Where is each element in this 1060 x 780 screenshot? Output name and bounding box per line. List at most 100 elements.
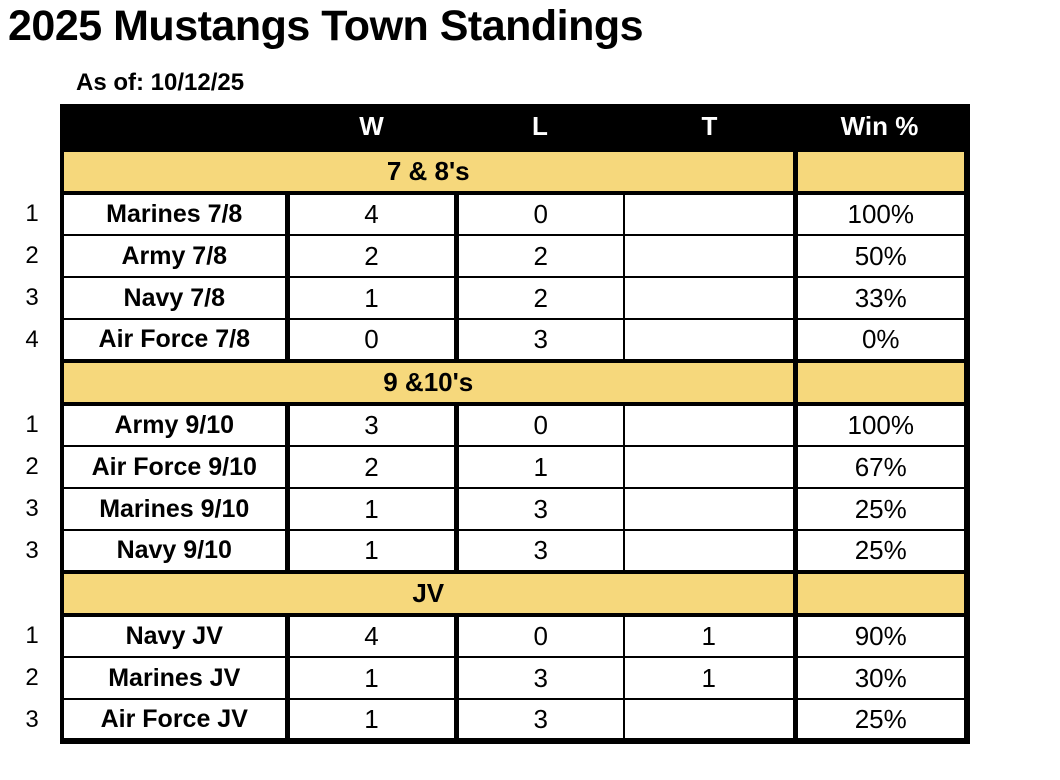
winpct-cell: 67%	[795, 445, 970, 489]
ties-cell	[624, 276, 798, 320]
losses-cell: 3	[456, 529, 625, 573]
losses-cell: 2	[456, 276, 625, 320]
wins-cell: 2	[287, 445, 459, 489]
rank-header-cell	[4, 104, 62, 150]
team-name-cell: Air Force 9/10	[60, 445, 290, 489]
ties-cell	[624, 487, 798, 531]
losses-cell: 0	[456, 614, 625, 658]
header-row: W L T Win %	[4, 104, 970, 152]
team-row: 3 Navy 9/10 1 3 25%	[4, 529, 970, 573]
winpct-cell: 33%	[795, 276, 970, 320]
rank-cell: 4	[4, 319, 62, 361]
team-name-cell: Marines 7/8	[60, 192, 290, 236]
losses-cell: 2	[456, 234, 625, 278]
standings-rows: 7 & 8's 1 Marines 7/8 4 0 100% 2 Army 7/8 2 2 50% 3…	[4, 148, 970, 744]
team-row: 2 Army 7/8 2 2 50%	[4, 234, 970, 278]
losses-cell: 1	[456, 445, 625, 489]
team-name-cell: Navy 9/10	[60, 529, 290, 573]
wins-cell: 1	[287, 698, 459, 744]
as-of-date: As of: 10/12/25	[76, 69, 245, 96]
winpct-cell: 50%	[795, 234, 970, 278]
team-row: 3 Navy 7/8 1 2 33%	[4, 276, 970, 320]
col-header-ties: T	[624, 104, 795, 152]
wins-cell: 3	[287, 403, 459, 447]
col-header-winpct: Win %	[795, 104, 970, 152]
col-header-wins: W	[287, 104, 456, 152]
rank-cell: 1	[4, 404, 62, 446]
team-row: 3 Marines 9/10 1 3 25%	[4, 487, 970, 531]
section-header-cell: 7 & 8's	[60, 148, 798, 195]
winpct-cell: 30%	[795, 656, 970, 700]
ties-cell: 1	[624, 614, 798, 658]
rank-cell: 3	[4, 699, 62, 741]
col-header-losses: L	[456, 104, 624, 152]
ties-cell	[624, 529, 798, 573]
team-row: 1 Marines 7/8 4 0 100%	[4, 192, 970, 236]
winpct-cell: 100%	[795, 192, 970, 236]
team-name-cell: Air Force 7/8	[60, 318, 290, 362]
losses-cell: 3	[456, 656, 625, 700]
rank-cell	[4, 361, 62, 404]
team-name-cell: Army 7/8	[60, 234, 290, 278]
rank-cell: 3	[4, 277, 62, 319]
ties-cell	[624, 192, 798, 236]
losses-cell: 0	[456, 403, 625, 447]
team-row: 4 Air Force 7/8 0 3 0%	[4, 318, 970, 362]
team-row: 1 Navy JV 4 0 1 90%	[4, 614, 970, 658]
losses-cell: 3	[456, 698, 625, 744]
rank-cell: 1	[4, 615, 62, 657]
rank-cell	[4, 150, 62, 193]
team-name-cell: Army 9/10	[60, 403, 290, 447]
ties-cell	[624, 403, 798, 447]
team-header-cell	[60, 104, 287, 152]
section-header-cell: JV	[60, 570, 798, 617]
team-row: 3 Air Force JV 1 3 25%	[4, 698, 970, 744]
winpct-cell: 25%	[795, 487, 970, 531]
ties-cell	[624, 234, 798, 278]
wins-cell: 1	[287, 487, 459, 531]
winpct-cell: 90%	[795, 614, 970, 658]
losses-cell: 0	[456, 192, 625, 236]
team-name-cell: Air Force JV	[60, 698, 290, 744]
section-winpct-cell	[795, 359, 970, 406]
rank-cell	[4, 572, 62, 615]
team-name-cell: Marines 9/10	[60, 487, 290, 531]
losses-cell: 3	[456, 318, 625, 362]
section-winpct-cell	[795, 148, 970, 195]
rank-cell: 2	[4, 235, 62, 277]
team-name-cell: Navy 7/8	[60, 276, 290, 320]
wins-cell: 1	[287, 276, 459, 320]
rank-cell: 3	[4, 488, 62, 530]
team-row: 2 Air Force 9/10 2 1 67%	[4, 445, 970, 489]
section-row: JV	[4, 570, 970, 617]
ties-cell: 1	[624, 656, 798, 700]
ties-cell	[624, 698, 798, 744]
team-name-cell: Marines JV	[60, 656, 290, 700]
wins-cell: 4	[287, 192, 459, 236]
section-winpct-cell	[795, 570, 970, 617]
losses-cell: 3	[456, 487, 625, 531]
ties-cell	[624, 318, 798, 362]
rank-cell: 1	[4, 193, 62, 235]
team-name-cell: Navy JV	[60, 614, 290, 658]
wins-cell: 4	[287, 614, 459, 658]
winpct-cell: 25%	[795, 698, 970, 744]
wins-cell: 0	[287, 318, 459, 362]
wins-cell: 1	[287, 656, 459, 700]
rank-cell: 3	[4, 530, 62, 572]
winpct-cell: 100%	[795, 403, 970, 447]
section-header-cell: 9 &10's	[60, 359, 798, 406]
winpct-cell: 25%	[795, 529, 970, 573]
wins-cell: 1	[287, 529, 459, 573]
wins-cell: 2	[287, 234, 459, 278]
ties-cell	[624, 445, 798, 489]
rank-cell: 2	[4, 446, 62, 488]
section-row: 9 &10's	[4, 359, 970, 406]
winpct-cell: 0%	[795, 318, 970, 362]
team-row: 2 Marines JV 1 3 1 30%	[4, 656, 970, 700]
standings-table: W L T Win % 7 & 8's 1 Marines 7/8 4 0 100% 2 Ar…	[4, 104, 970, 744]
section-row: 7 & 8's	[4, 148, 970, 195]
page-title: 2025 Mustangs Town Standings	[8, 2, 644, 50]
team-row: 1 Army 9/10 3 0 100%	[4, 403, 970, 447]
